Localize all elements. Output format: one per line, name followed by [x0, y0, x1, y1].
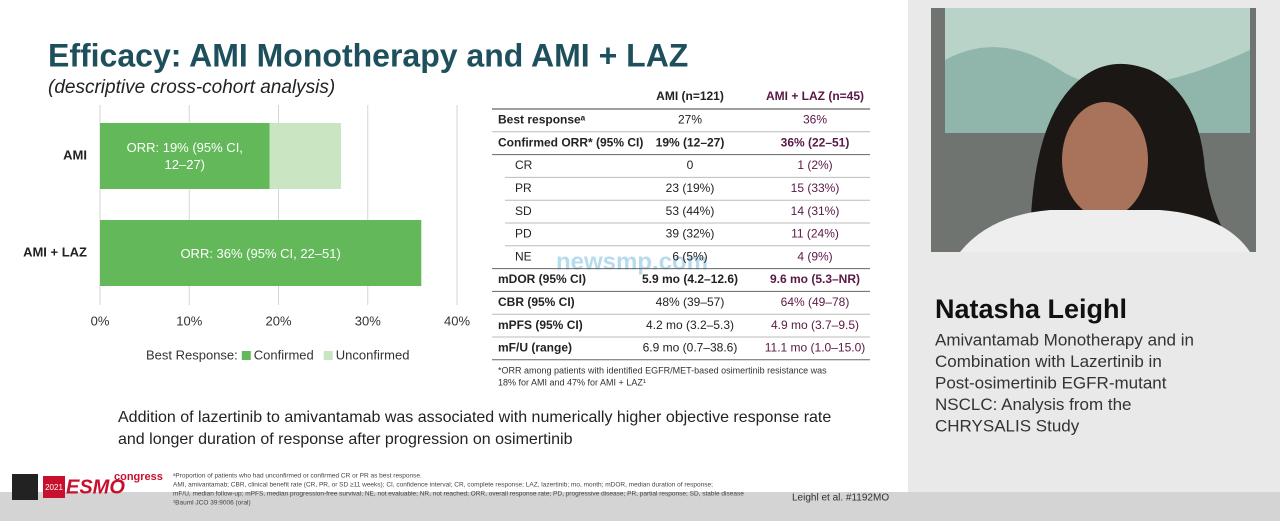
bar-label: ORR: 19% (95% CI, 12–27) [126, 140, 243, 172]
table-cell: 39 (32%) [666, 227, 715, 241]
logo-year: 2021 [45, 483, 63, 492]
slide-title: Efficacy: AMI Monotherapy and AMI + LAZ [48, 37, 688, 73]
bar-label-box: ORR: 36% (95% CI, 22–51) [180, 245, 341, 261]
citation: Leighl et al. #1192MO [792, 493, 889, 504]
legend-title: Best Response: [146, 347, 238, 362]
table-header: AMI (n=121) [656, 89, 724, 103]
x-tick-label: 40% [444, 313, 470, 328]
table-cell: 4.9 mo (3.7–9.5) [771, 318, 859, 332]
table-note: 18% for AMI and 47% for AMI + LAZ¹ [498, 377, 646, 387]
table-note: *ORR among patients with identified EGFR… [498, 365, 827, 375]
table-cell: 9.6 mo (5.3–NR) [770, 272, 860, 286]
footnote: ᵃProportion of patients who had unconfir… [173, 473, 422, 480]
logo-brand: ESMO [66, 476, 125, 498]
table-cell: 48% (39–57) [656, 295, 725, 309]
table-cell: 0 [687, 158, 694, 172]
watermark: newsmp.com [556, 248, 708, 275]
table-cell: 5.9 mo (4.2–12.6) [642, 272, 738, 286]
table-cell: 36% (22–51) [781, 135, 850, 149]
legend-swatch [241, 351, 251, 360]
footnote: AMI, amivantamab; CBR, clinical benefit … [173, 482, 713, 489]
conclusion: and longer duration of response after pr… [118, 431, 573, 448]
bar [269, 123, 341, 189]
qr-code [12, 474, 38, 500]
table-row-label: mPFS (95% CI) [498, 318, 583, 332]
table-row-label: PR [515, 181, 532, 195]
table-cell: 6 (5%) [672, 249, 707, 263]
talk-title: CHRYSALIS Study [935, 416, 1080, 435]
table-header: AMI + LAZ (n=45) [766, 89, 864, 103]
logo-event: congress [114, 471, 163, 483]
legend-label: Confirmed [254, 347, 314, 362]
table-row-label: CBR (95% CI) [498, 295, 575, 309]
legend-swatch [323, 351, 333, 360]
table-row-label: mF/U (range) [498, 341, 572, 355]
table-cell: 4 (9%) [797, 249, 832, 263]
table-row-label: mDOR (95% CI) [498, 272, 586, 286]
talk-title: Post-osimertinib EGFR-mutant [935, 373, 1167, 392]
video [931, 8, 1256, 252]
table-cell: 36% [803, 113, 827, 127]
face [1062, 102, 1148, 218]
bar [100, 220, 422, 286]
logo-year-box [43, 476, 65, 498]
footnote: ¹Bauml JCO 39:9006 (oral) [173, 500, 251, 507]
table-row-label: NE [515, 249, 532, 263]
talk-title: Combination with Lazertinib in [935, 352, 1162, 371]
legend-label: Unconfirmed [336, 347, 410, 362]
table-row-label: Best responseᵃ [498, 113, 586, 127]
table-row-label: CR [515, 158, 533, 172]
speaker-name: Natasha Leighl [935, 294, 1127, 324]
bar [100, 123, 270, 189]
shirt [960, 210, 1250, 252]
x-tick-label: 0% [91, 313, 110, 328]
x-tick-label: 10% [176, 313, 202, 328]
conclusion: Addition of lazertinib to amivantamab wa… [118, 409, 831, 426]
talk-title: NSCLC: Analysis from the [935, 395, 1132, 414]
x-tick-label: 20% [265, 313, 291, 328]
bottom-strip [0, 492, 1280, 521]
table-row-label: Confirmed ORR* (95% CI) [498, 135, 643, 149]
y-tick-label: AMI + LAZ [23, 244, 87, 259]
table-cell: 19% (12–27) [656, 135, 725, 149]
y-tick-label: AMI [63, 147, 87, 162]
bar-label-box: ORR: 19% (95% CI, 12–27) [126, 140, 243, 172]
bar-label: ORR: 36% (95% CI, 22–51) [180, 245, 341, 261]
table-cell: 4.2 mo (3.2–5.3) [646, 318, 734, 332]
x-tick-label: 30% [355, 313, 381, 328]
table-cell: 6.9 mo (0.7–38.6) [643, 341, 738, 355]
table-cell: 11.1 mo (1.0–15.0) [765, 341, 866, 355]
table-cell: 11 (24%) [791, 227, 839, 241]
table-cell: 1 (2%) [797, 158, 832, 172]
table-cell: 14 (31%) [791, 204, 840, 218]
table-cell: 64% (49–78) [781, 295, 850, 309]
table-row-label: PD [515, 227, 532, 241]
table-cell: 23 (19%) [666, 181, 715, 195]
table-cell: 53 (44%) [666, 204, 715, 218]
logo: 2021 ESMO congress [12, 471, 163, 500]
footnote: mF/U, median follow-up; mPFS, median pro… [173, 491, 744, 498]
table-row-label: SD [515, 204, 532, 218]
table-cell: 15 (33%) [791, 181, 840, 195]
talk-title: Amivantamab Monotherapy and in [935, 330, 1194, 349]
slide-subtitle: (descriptive cross-cohort analysis) [48, 77, 335, 98]
table-cell: 27% [678, 113, 702, 127]
